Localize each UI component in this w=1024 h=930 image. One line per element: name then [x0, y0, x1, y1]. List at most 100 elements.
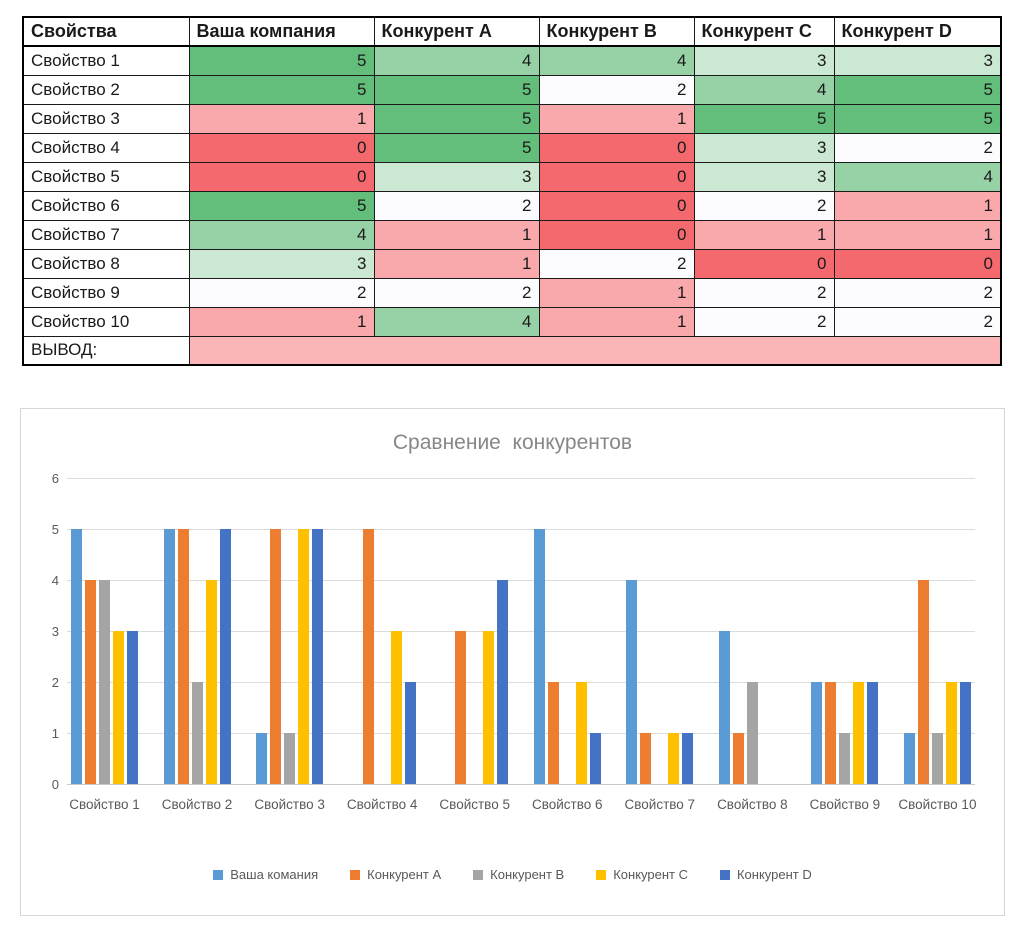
row-label-cell[interactable]: Свойство 5 [22, 161, 190, 192]
value-cell[interactable]: 5 [693, 103, 835, 134]
value-cell[interactable]: 5 [833, 103, 1002, 134]
value-cell[interactable]: 0 [538, 219, 695, 250]
column-header[interactable]: Конкурент A [373, 16, 540, 47]
value-cell[interactable]: 0 [693, 248, 835, 279]
value-cell[interactable]: 1 [693, 219, 835, 250]
value-cell[interactable]: 1 [833, 190, 1002, 221]
x-axis-category-label: Свойство 2 [161, 797, 233, 812]
value-cell[interactable]: 2 [373, 190, 540, 221]
bar [390, 631, 402, 784]
value-cell[interactable]: 3 [693, 132, 835, 163]
bars-container [67, 529, 975, 784]
bar [626, 580, 638, 784]
value-cell[interactable]: 1 [833, 219, 1002, 250]
bar-group [903, 580, 971, 784]
value-cell[interactable]: 4 [833, 161, 1002, 192]
row-label-cell[interactable]: Свойство 3 [22, 103, 190, 134]
value-cell[interactable]: 3 [188, 248, 375, 279]
legend-item: Конкурент D [719, 867, 812, 882]
column-header[interactable]: Свойства [22, 16, 190, 47]
value-cell[interactable]: 4 [373, 306, 540, 337]
legend-item: Конкурент C [596, 867, 688, 882]
bar [931, 733, 943, 784]
value-cell[interactable]: 2 [833, 132, 1002, 163]
column-header[interactable]: Конкурент B [538, 16, 695, 47]
value-cell[interactable]: 0 [538, 161, 695, 192]
value-cell[interactable]: 4 [693, 74, 835, 105]
comparison-table-body: Свойство 1 5 4 4 3 3 Свойство 2 5 5 2 4 5 Свойство 3… [22, 45, 1002, 366]
row-label-cell[interactable]: Свойство 9 [22, 277, 190, 308]
value-cell[interactable]: 2 [833, 277, 1002, 308]
value-cell[interactable]: 3 [833, 45, 1002, 76]
value-cell[interactable]: 1 [373, 248, 540, 279]
value-cell[interactable]: 2 [693, 306, 835, 337]
value-cell[interactable]: 3 [373, 161, 540, 192]
x-axis-category-label: Свойство 3 [254, 797, 325, 812]
x-axis-category-label: Свойство 10 [898, 797, 977, 812]
row-label-cell[interactable]: Свойство 4 [22, 132, 190, 163]
row-label-cell[interactable]: Свойство 6 [22, 190, 190, 221]
x-axis-category-label: Свойство 8 [717, 797, 788, 812]
value-cell[interactable]: 0 [538, 190, 695, 221]
value-cell[interactable]: 0 [833, 248, 1002, 279]
value-cell[interactable]: 5 [188, 74, 375, 105]
value-cell[interactable]: 1 [538, 103, 695, 134]
value-cell[interactable]: 0 [538, 132, 695, 163]
value-cell[interactable]: 2 [833, 306, 1002, 337]
value-cell[interactable]: 1 [373, 219, 540, 250]
value-cell[interactable]: 2 [188, 277, 375, 308]
value-cell[interactable]: 4 [538, 45, 695, 76]
value-cell[interactable]: 5 [188, 190, 375, 221]
value-cell[interactable]: 4 [188, 219, 375, 250]
value-cell[interactable]: 0 [188, 132, 375, 163]
value-cell[interactable]: 0 [188, 161, 375, 192]
value-cell[interactable]: 3 [693, 45, 835, 76]
value-cell[interactable]: 1 [538, 277, 695, 308]
bar [732, 733, 744, 784]
column-header[interactable]: Конкурент D [833, 16, 1002, 47]
value-cell[interactable]: 2 [693, 277, 835, 308]
value-cell[interactable]: 2 [373, 277, 540, 308]
value-cell[interactable]: 5 [373, 103, 540, 134]
bar [455, 631, 467, 784]
bar [205, 580, 217, 784]
legend-label: Ваша комания [230, 867, 319, 882]
legend-label: Конкурент B [490, 867, 565, 882]
value-cell[interactable]: 5 [373, 74, 540, 105]
comparison-table-head: Свойства Ваша компания Конкурент A Конкурен… [22, 16, 1002, 47]
value-cell[interactable]: 1 [188, 103, 375, 134]
value-cell[interactable]: 5 [373, 132, 540, 163]
row-label-cell[interactable]: Свойство 10 [22, 306, 190, 337]
value-cell[interactable]: 4 [373, 45, 540, 76]
value-cell[interactable]: 1 [188, 306, 375, 337]
bar [668, 733, 680, 784]
column-header[interactable]: Ваша компания [188, 16, 375, 47]
value-cell[interactable]: 1 [538, 306, 695, 337]
conclusion-label-cell[interactable]: ВЫВОД: [22, 335, 190, 366]
conclusion-row: ВЫВОД: [22, 335, 1002, 366]
row-label-cell[interactable]: Свойство 1 [22, 45, 190, 76]
x-axis-category-label: Свойство 4 [346, 797, 418, 812]
x-axis-category-label: Свойство 7 [624, 797, 696, 812]
conclusion-value-cell[interactable] [188, 335, 1002, 366]
bar-group [441, 580, 509, 784]
value-cell[interactable]: 2 [693, 190, 835, 221]
bar [853, 682, 865, 784]
bar [533, 529, 545, 784]
value-cell[interactable]: 2 [538, 74, 695, 105]
bar [191, 682, 203, 784]
column-header[interactable]: Конкурент C [693, 16, 835, 47]
bar-group [626, 580, 694, 784]
bar [589, 733, 601, 784]
value-cell[interactable]: 3 [693, 161, 835, 192]
row-label-cell[interactable]: Свойство 7 [22, 219, 190, 250]
value-cell[interactable]: 5 [833, 74, 1002, 105]
value-cell[interactable]: 5 [188, 45, 375, 76]
y-axis-tick-label: 4 [51, 573, 59, 588]
plot-area: 0 1 2 3 4 5 6 [52, 472, 975, 792]
row-label-cell[interactable]: Свойство 2 [22, 74, 190, 105]
row-label-cell[interactable]: Свойство 8 [22, 248, 190, 279]
value-cell[interactable]: 2 [538, 248, 695, 279]
